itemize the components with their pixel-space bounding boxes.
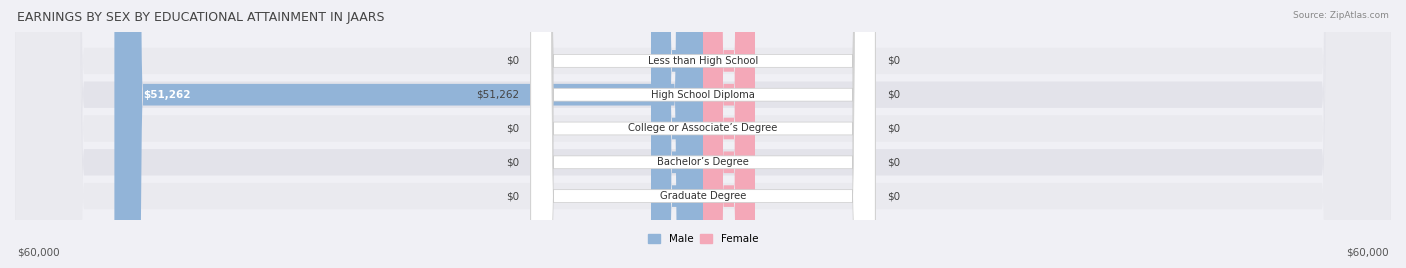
- FancyBboxPatch shape: [15, 0, 1391, 268]
- FancyBboxPatch shape: [15, 0, 1391, 268]
- FancyBboxPatch shape: [531, 0, 875, 268]
- FancyBboxPatch shape: [531, 0, 875, 268]
- FancyBboxPatch shape: [651, 0, 703, 268]
- Legend: Male, Female: Male, Female: [644, 230, 762, 248]
- FancyBboxPatch shape: [531, 0, 875, 268]
- FancyBboxPatch shape: [703, 0, 755, 268]
- Text: $0: $0: [887, 90, 900, 100]
- FancyBboxPatch shape: [15, 0, 1391, 268]
- FancyBboxPatch shape: [15, 0, 1391, 268]
- FancyBboxPatch shape: [651, 0, 703, 268]
- FancyBboxPatch shape: [651, 0, 703, 268]
- Text: High School Diploma: High School Diploma: [651, 90, 755, 100]
- Text: Less than High School: Less than High School: [648, 56, 758, 66]
- Text: $0: $0: [506, 124, 519, 133]
- FancyBboxPatch shape: [531, 0, 875, 268]
- FancyBboxPatch shape: [703, 0, 755, 268]
- FancyBboxPatch shape: [114, 0, 703, 268]
- FancyBboxPatch shape: [15, 0, 1391, 268]
- Text: $60,000: $60,000: [17, 247, 59, 257]
- Text: $60,000: $60,000: [1347, 247, 1389, 257]
- Text: Source: ZipAtlas.com: Source: ZipAtlas.com: [1294, 11, 1389, 20]
- Text: $51,262: $51,262: [477, 90, 519, 100]
- Text: EARNINGS BY SEX BY EDUCATIONAL ATTAINMENT IN JAARS: EARNINGS BY SEX BY EDUCATIONAL ATTAINMEN…: [17, 11, 384, 24]
- FancyBboxPatch shape: [703, 0, 755, 268]
- FancyBboxPatch shape: [703, 0, 755, 268]
- Text: $0: $0: [887, 191, 900, 201]
- Text: $0: $0: [506, 56, 519, 66]
- Text: $51,262: $51,262: [143, 90, 191, 100]
- Text: College or Associate’s Degree: College or Associate’s Degree: [628, 124, 778, 133]
- FancyBboxPatch shape: [651, 0, 703, 268]
- Text: Bachelor’s Degree: Bachelor’s Degree: [657, 157, 749, 167]
- Text: Graduate Degree: Graduate Degree: [659, 191, 747, 201]
- Text: $0: $0: [887, 124, 900, 133]
- Text: $0: $0: [506, 157, 519, 167]
- Text: $0: $0: [887, 157, 900, 167]
- FancyBboxPatch shape: [531, 0, 875, 268]
- Text: $0: $0: [887, 56, 900, 66]
- Text: $0: $0: [506, 191, 519, 201]
- FancyBboxPatch shape: [703, 0, 755, 268]
